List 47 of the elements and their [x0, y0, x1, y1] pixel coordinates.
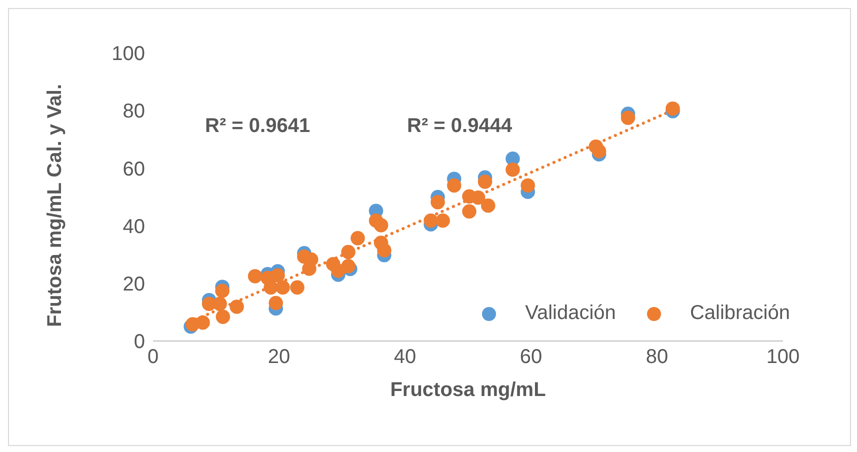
- point: [341, 244, 356, 260]
- y-tick-label: 20: [122, 274, 145, 296]
- point: [215, 284, 230, 298]
- x-axis-title: Fructosa mg/mL: [390, 379, 546, 401]
- legend-label: Calibración: [690, 302, 790, 325]
- point: [430, 195, 445, 210]
- point: [350, 231, 365, 246]
- x-tick-label: 60: [520, 346, 542, 368]
- point: [506, 162, 520, 177]
- point: [377, 243, 392, 258]
- point: [230, 300, 244, 314]
- point: [248, 269, 262, 284]
- point: [290, 280, 304, 295]
- point: [212, 296, 227, 311]
- x-tick-label: 80: [646, 346, 668, 368]
- point: [264, 280, 278, 295]
- point: [462, 204, 476, 219]
- point: [666, 101, 680, 116]
- y-tick-label: 60: [122, 158, 145, 180]
- point: [276, 280, 290, 295]
- point: [481, 198, 496, 213]
- point: [620, 110, 636, 125]
- point: [302, 262, 316, 276]
- point: [424, 213, 438, 228]
- y-tick-label: 0: [134, 331, 145, 354]
- y-tick-label: 40: [122, 216, 145, 238]
- point: [436, 213, 450, 228]
- x-tick-label: 40: [394, 346, 416, 368]
- y-axis-title: Frutosa mg/mL Cal. y Val.: [44, 84, 66, 327]
- point: [520, 178, 535, 193]
- x-tick-label: 20: [268, 346, 290, 368]
- legend-label: Validación: [525, 302, 616, 325]
- point: [270, 268, 285, 282]
- point: [268, 296, 283, 310]
- point: [374, 218, 388, 232]
- annotation: R² = 0.9641: [205, 115, 310, 138]
- point: [216, 310, 230, 324]
- point: [447, 178, 462, 193]
- x-tick-label: 0: [147, 346, 159, 368]
- y-tick-label: 100: [112, 43, 145, 66]
- point: [478, 174, 492, 189]
- y-tick-label: 80: [122, 100, 145, 123]
- point: [592, 144, 606, 158]
- point: [196, 315, 210, 330]
- annotation: R² = 0.9444: [407, 115, 512, 138]
- x-tick-label: 100: [766, 346, 800, 368]
- point: [341, 259, 356, 274]
